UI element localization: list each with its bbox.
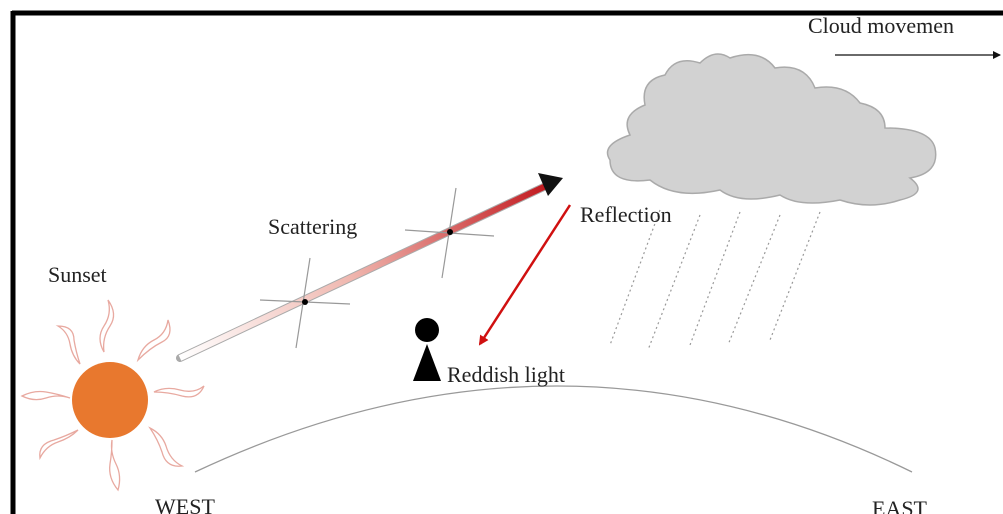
sunset-label: Sunset (48, 262, 107, 287)
horizon (194, 385, 913, 473)
east-label: EAST (872, 496, 928, 514)
sun-rays (20, 299, 205, 492)
reflection-arrow (478, 204, 572, 346)
sun (72, 362, 148, 438)
reddish-light-label: Reddish light (447, 362, 565, 387)
rain (609, 209, 821, 351)
reflection-label: Reflection (580, 202, 672, 227)
scattering-label: Scattering (268, 214, 357, 239)
scatter-point-1 (302, 299, 308, 305)
beam-head (538, 173, 563, 196)
cloud (606, 53, 937, 206)
person-body (413, 344, 441, 381)
cloud-movement-label: Cloud movemen (808, 13, 954, 38)
beam (178, 182, 550, 361)
person-head (415, 318, 439, 342)
scatter-point-2 (447, 229, 453, 235)
west-label: WEST (155, 494, 215, 514)
